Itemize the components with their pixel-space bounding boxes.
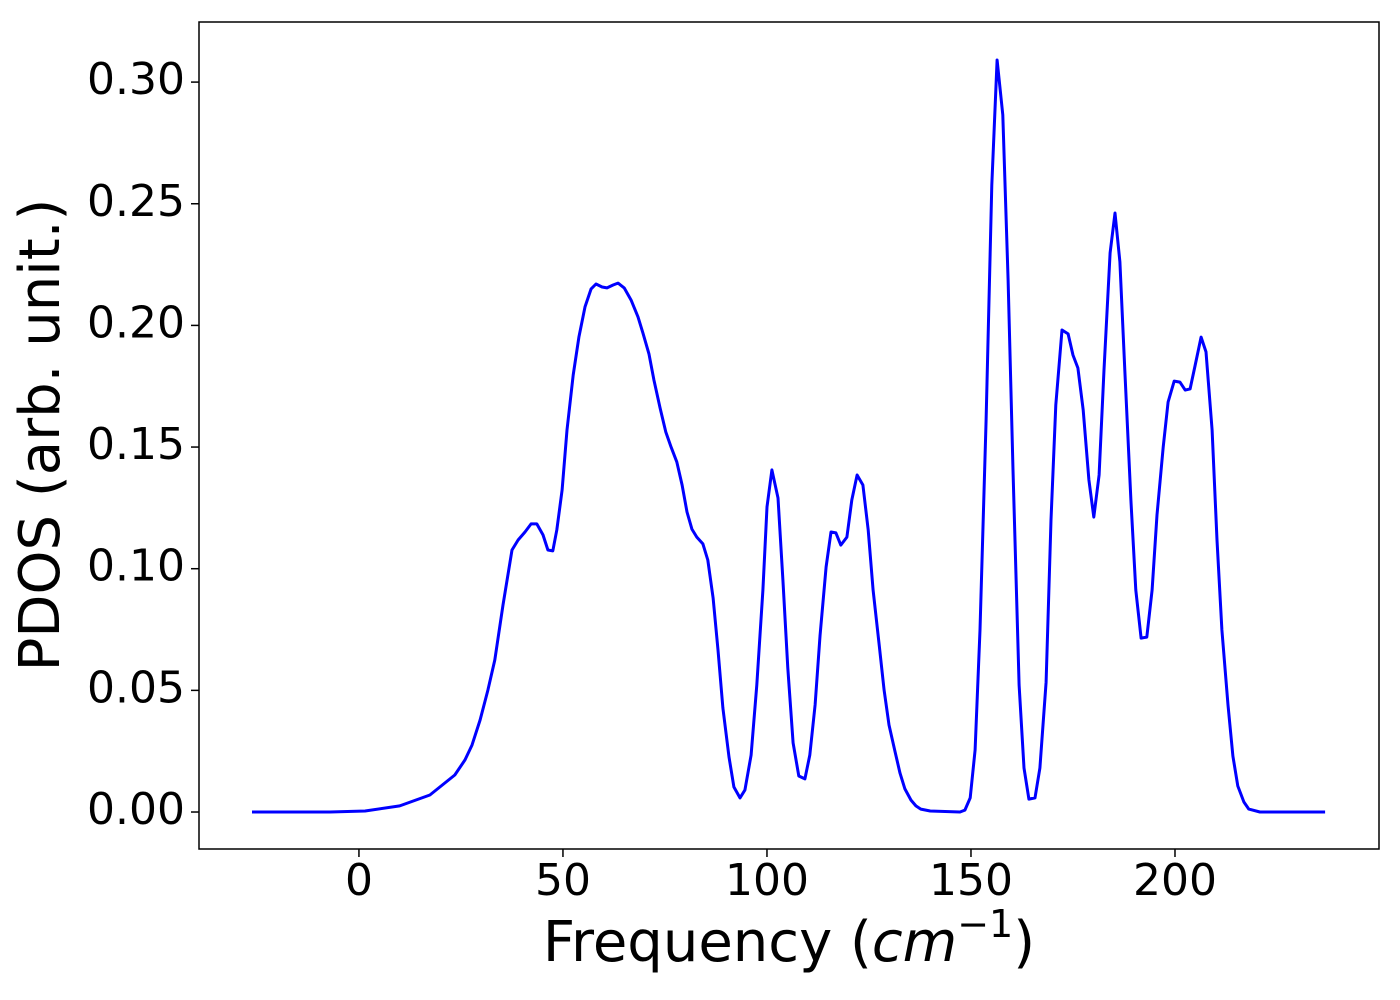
plot-frame — [198, 21, 1380, 850]
y-tick-label: 0.30 — [87, 54, 185, 105]
y-axis-label: PDOS (arb. unit.) — [8, 199, 73, 672]
x-tick-label: 200 — [1133, 855, 1217, 906]
x-label-sup: −1 — [957, 902, 1013, 946]
y-tick-label: 0.00 — [87, 784, 185, 835]
y-tick-label: 0.15 — [87, 419, 185, 470]
x-tick-label: 0 — [345, 855, 373, 906]
x-tick-label: 100 — [725, 855, 809, 906]
x-label-close: ) — [1013, 910, 1035, 975]
y-tick-label: 0.20 — [87, 297, 185, 348]
x-tick-label: 150 — [929, 855, 1013, 906]
x-label-text: Frequency ( — [543, 910, 872, 975]
y-tick-label: 0.10 — [87, 541, 185, 592]
y-tick-label: 0.05 — [87, 662, 185, 713]
y-tick-label: 0.25 — [87, 176, 185, 227]
x-tick-label: 50 — [535, 855, 591, 906]
x-label-math: cm — [872, 910, 957, 975]
data-line — [252, 58, 1326, 814]
x-axis-label: Frequency (cm−1) — [543, 902, 1035, 976]
